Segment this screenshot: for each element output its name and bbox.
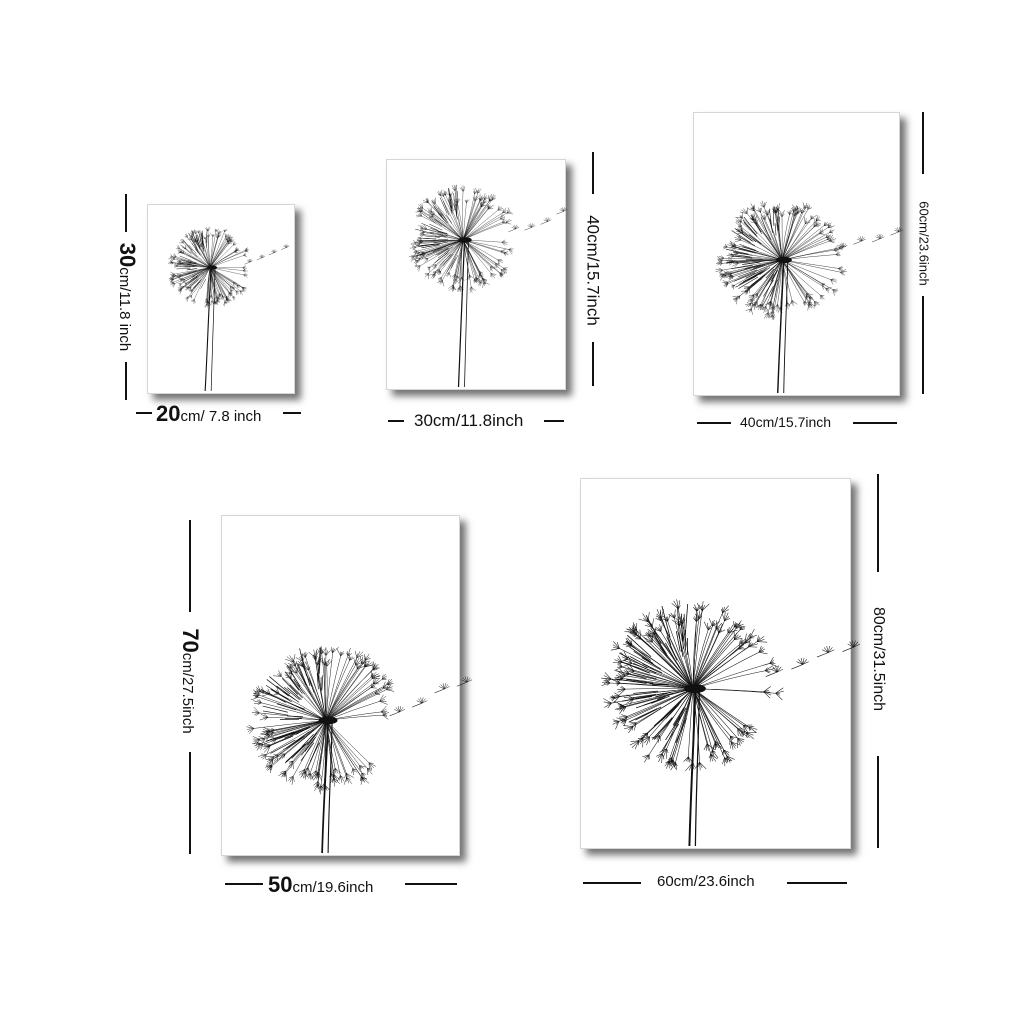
height-dimension-line xyxy=(189,520,191,612)
height-label: 40cm/15.7inch xyxy=(583,215,603,326)
poster-30x40 xyxy=(386,159,568,390)
poster-40x60 xyxy=(693,112,904,396)
height-label: 80cm/31.5inch xyxy=(870,606,887,712)
height-dimension-line xyxy=(922,112,924,174)
width-dimension-line xyxy=(697,422,731,424)
width-dimension-line xyxy=(225,883,263,885)
dandelion-icon xyxy=(167,226,290,392)
width-dimension-line xyxy=(136,412,152,414)
width-dimension-line xyxy=(388,420,404,422)
dandelion-icon xyxy=(715,200,904,394)
height-dimension-line xyxy=(592,342,594,386)
dandelion-icon xyxy=(408,184,568,388)
height-dimension-line xyxy=(592,152,594,194)
height-dimension-line xyxy=(877,756,879,848)
width-label: 40cm/15.7inch xyxy=(740,414,832,430)
width-dimension-line xyxy=(405,883,457,885)
height-label: 70cm/27.5inch xyxy=(178,628,203,734)
height-dimension-line xyxy=(125,362,127,400)
height-label: 30cm/11.8 inch xyxy=(115,242,140,352)
height-dimension-line xyxy=(189,752,191,854)
width-dimension-line xyxy=(544,420,564,422)
width-label: 20cm/ 7.8 inch xyxy=(156,401,262,426)
height-dimension-line xyxy=(877,474,879,572)
dandelion-icon xyxy=(601,599,860,847)
dandelion-icon xyxy=(246,646,473,854)
width-dimension-line xyxy=(853,422,897,424)
poster-20x30 xyxy=(147,204,295,394)
poster-60x80 xyxy=(580,478,860,849)
width-label: 60cm/23.6inch xyxy=(657,873,755,890)
width-dimension-line xyxy=(283,412,301,414)
width-dimension-line xyxy=(787,882,847,884)
height-label: 60cm/23.6inch xyxy=(916,201,932,286)
height-dimension-line xyxy=(922,296,924,394)
width-label: 30cm/11.8inch xyxy=(414,411,524,430)
width-dimension-line xyxy=(583,882,641,884)
width-label: 50cm/19.6inch xyxy=(268,872,374,897)
height-dimension-line xyxy=(125,194,127,232)
poster-50x70 xyxy=(221,515,473,856)
